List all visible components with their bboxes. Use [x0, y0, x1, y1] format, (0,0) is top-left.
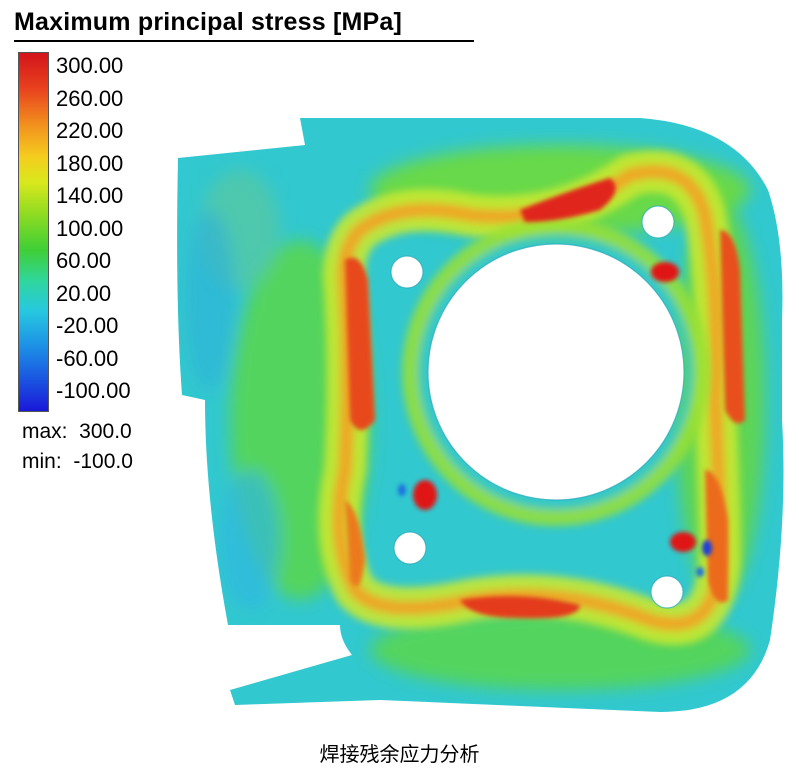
tick-label: -20.00	[56, 313, 119, 338]
figure-caption: 焊接残余应力分析	[319, 742, 480, 766]
tick-label: 260.00	[56, 86, 124, 111]
tick-label: 100.00	[56, 216, 124, 241]
stress-colorbar	[18, 52, 49, 412]
title-underline	[14, 40, 474, 42]
max-value: max: 300.0	[22, 420, 132, 443]
bracket-part	[177, 118, 784, 712]
legend-title: Maximum principal stress [MPa]	[14, 8, 403, 36]
min-value: min: -100.0	[22, 450, 133, 473]
tick-label: 300.00	[56, 53, 124, 78]
tick-label: 140.00	[56, 183, 124, 208]
tick-label: 220.00	[56, 118, 124, 143]
tick-label: 180.00	[56, 151, 124, 176]
tick-label: 20.00	[56, 281, 112, 306]
tick-label: 60.00	[56, 248, 112, 273]
tick-label: -100.00	[56, 378, 131, 403]
tick-label: -60.00	[56, 346, 119, 371]
